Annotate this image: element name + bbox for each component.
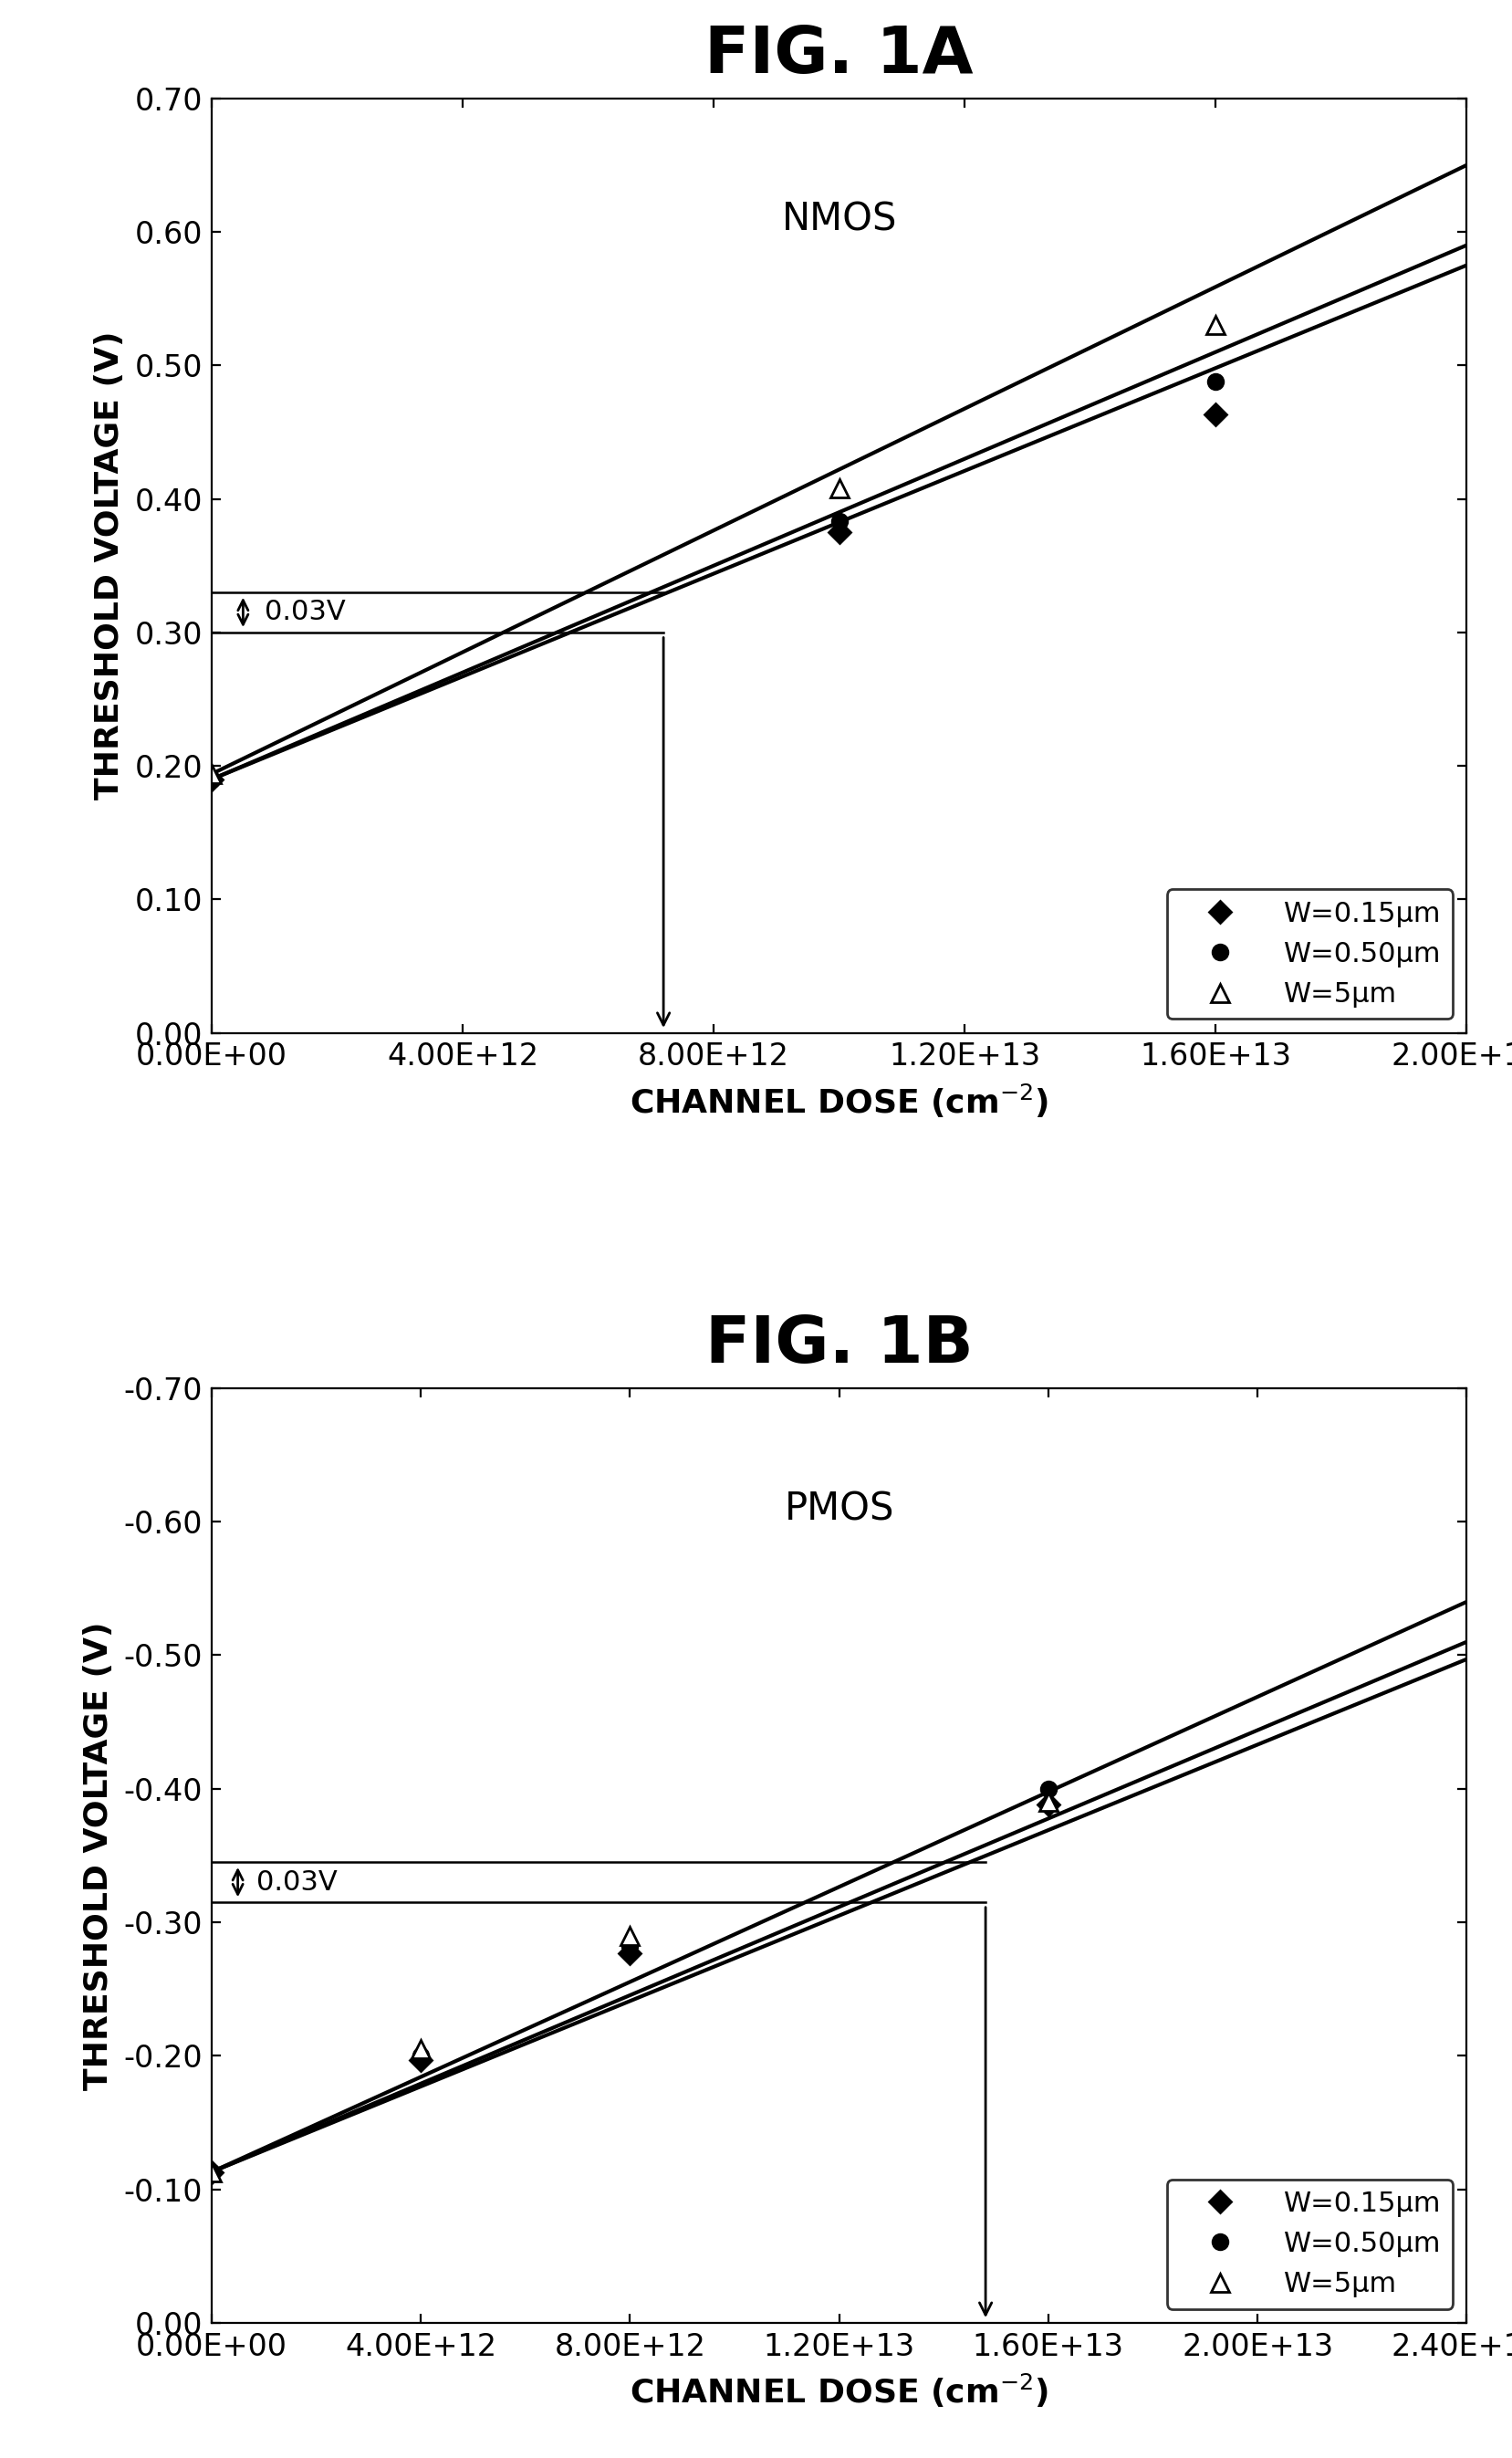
Y-axis label: THRESHOLD VOLTAGE (V): THRESHOLD VOLTAGE (V) bbox=[83, 1622, 113, 2089]
X-axis label: CHANNEL DOSE (cm$^{-2}$): CHANNEL DOSE (cm$^{-2}$) bbox=[631, 2372, 1048, 2409]
W=5μm bbox=[1039, 1787, 1057, 1816]
W=0.15μm bbox=[203, 2158, 221, 2188]
W=0.50μm bbox=[203, 764, 221, 794]
W=0.15μm bbox=[621, 1939, 640, 1969]
W=5μm bbox=[621, 1920, 640, 1949]
W=5μm bbox=[411, 2035, 429, 2065]
W=0.15μm bbox=[1039, 1789, 1057, 1819]
W=5μm bbox=[1207, 310, 1225, 339]
Line: W=0.15μm: W=0.15μm bbox=[204, 1797, 1055, 2180]
Line: W=0.15μm: W=0.15μm bbox=[204, 408, 1223, 787]
W=0.50μm bbox=[411, 2040, 429, 2070]
W=0.15μm bbox=[830, 519, 848, 548]
Text: NMOS: NMOS bbox=[782, 202, 897, 238]
Text: 0.03V: 0.03V bbox=[256, 1868, 337, 1895]
W=0.50μm bbox=[1207, 366, 1225, 396]
Legend: W=0.15μm, W=0.50μm, W=5μm: W=0.15μm, W=0.50μm, W=5μm bbox=[1167, 2180, 1453, 2308]
W=0.50μm bbox=[621, 1932, 640, 1961]
Legend: W=0.15μm, W=0.50μm, W=5μm: W=0.15μm, W=0.50μm, W=5μm bbox=[1167, 890, 1453, 1020]
Line: W=5μm: W=5μm bbox=[203, 1794, 1057, 2180]
W=5μm bbox=[830, 474, 848, 504]
Title: FIG. 1B: FIG. 1B bbox=[705, 1313, 974, 1376]
Line: W=0.50μm: W=0.50μm bbox=[204, 1782, 1055, 2180]
Title: FIG. 1A: FIG. 1A bbox=[705, 25, 974, 86]
X-axis label: CHANNEL DOSE (cm$^{-2}$): CHANNEL DOSE (cm$^{-2}$) bbox=[631, 1082, 1048, 1121]
W=0.50μm bbox=[830, 506, 848, 536]
W=0.15μm bbox=[1207, 401, 1225, 430]
W=0.50μm bbox=[1039, 1775, 1057, 1804]
Line: W=0.50μm: W=0.50μm bbox=[204, 374, 1223, 787]
Text: 0.03V: 0.03V bbox=[265, 600, 346, 627]
W=5μm bbox=[203, 2158, 221, 2188]
W=5μm bbox=[203, 760, 221, 789]
Text: PMOS: PMOS bbox=[785, 1490, 894, 1529]
W=0.15μm bbox=[203, 764, 221, 794]
Line: W=5μm: W=5μm bbox=[203, 317, 1225, 782]
W=0.50μm bbox=[203, 2158, 221, 2188]
W=0.15μm bbox=[411, 2045, 429, 2075]
Y-axis label: THRESHOLD VOLTAGE (V): THRESHOLD VOLTAGE (V) bbox=[94, 332, 124, 799]
